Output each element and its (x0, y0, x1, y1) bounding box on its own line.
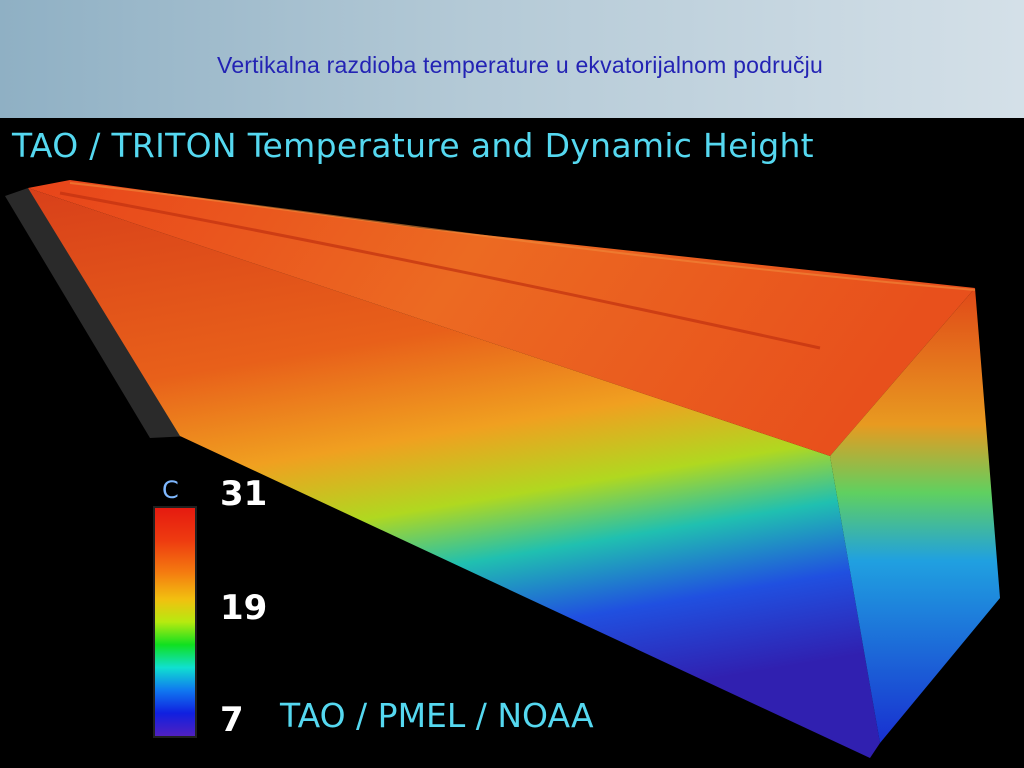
volume-end-face (830, 288, 1000, 743)
slide-header: Vertikalna razdioba temperature u ekvato… (0, 0, 1024, 118)
figure-title: TAO / TRITON Temperature and Dynamic Hei… (12, 126, 814, 165)
figure-credit: TAO / PMEL / NOAA (280, 696, 594, 735)
slide-title: Vertikalna razdioba temperature u ekvato… (217, 52, 823, 78)
colorbar-unit-label: C (162, 476, 179, 504)
thermocline-ridge (59, 191, 821, 350)
temperature-figure: TAO / TRITON Temperature and Dynamic Hei… (0, 118, 1024, 768)
colorbar-max-label: 31 (220, 474, 268, 514)
colorbar-mid-label: 19 (220, 588, 268, 628)
surface-ridge (69, 182, 976, 291)
colorbar-min-label: 7 (220, 700, 244, 740)
temperature-volume-render (5, 180, 1000, 758)
volume-top-face (28, 180, 975, 456)
volume-front-face (28, 188, 880, 758)
temperature-colorbar (153, 506, 197, 738)
